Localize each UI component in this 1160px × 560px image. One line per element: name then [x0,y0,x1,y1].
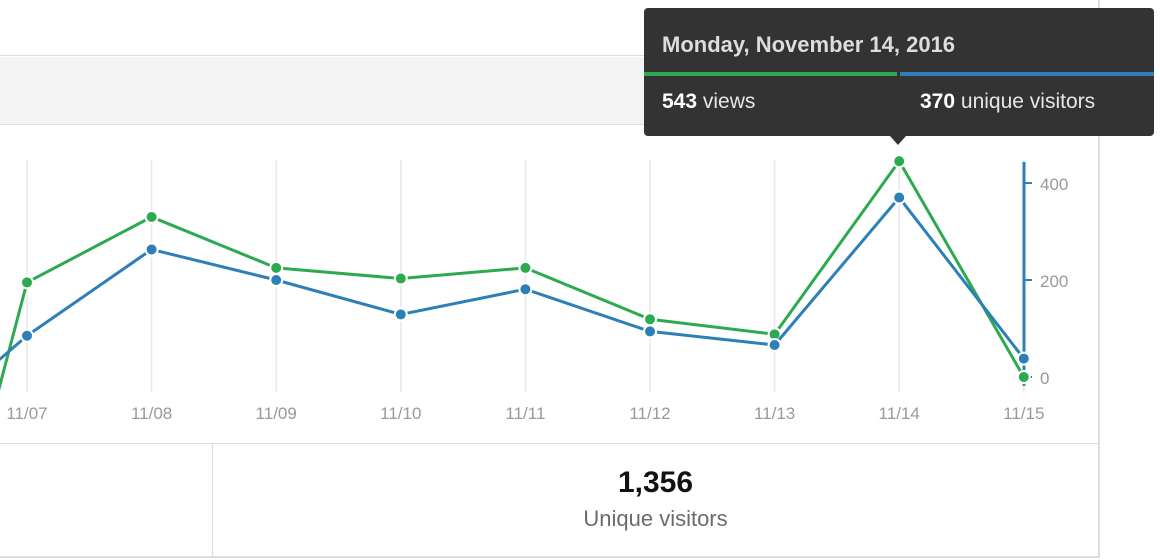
chart-tooltip: Monday, November 14, 2016 543 views 370 … [644,8,1154,136]
data-point [20,328,34,343]
tooltip-views-color-bar [644,72,897,76]
data-point [518,260,533,275]
tooltip-visitors-value: 370 [920,90,956,113]
data-point [393,307,408,322]
stats-summary: 1,356 Unique visitors [0,444,1100,558]
data-point [393,271,408,286]
x-tick-label: 11/11 [505,404,545,423]
series-line [0,196,1025,362]
data-point [1016,351,1031,366]
y-tick-label: 0 [1040,369,1049,388]
data-point [20,275,34,290]
data-point [643,312,657,327]
x-tick-label: 11/14 [879,404,920,423]
x-tick-label: 11/09 [256,404,297,423]
data-point [144,242,159,257]
data-point [892,190,907,205]
tooltip-visitors-color-bar [900,72,1154,76]
data-point [144,209,159,224]
y-tick-label: 200 [1040,272,1068,291]
x-tick-label: 11/15 [1003,404,1044,423]
data-point [892,154,907,169]
stat-value: 1,356 [617,466,694,499]
data-point [767,337,782,352]
x-tick-label: 11/10 [380,404,421,423]
tooltip-date: Monday, November 14, 2016 [662,32,956,57]
tooltip-views-label: views [702,90,756,113]
tooltip-views: 543 views [662,90,755,114]
data-point [518,282,533,297]
tooltip-visitors-label: unique visitors [960,90,1096,113]
data-point [643,324,657,339]
tooltip-visitors: 370 unique visitors [920,90,1095,114]
stat-divider [212,444,213,556]
y-tick-label: 400 [1040,175,1068,194]
data-point [269,260,284,275]
stats-chart[interactable]: 0 200 400 11/07 11/08 11/09 11/10 11/11 11/12 11/… [0,0,1160,444]
stat-unique-visitors[interactable]: 1,356 Unique visitors [213,444,1098,556]
tooltip-views-value: 543 [662,90,698,113]
chart-area [0,126,1100,444]
data-point [1016,370,1031,384]
series-line [0,159,1026,391]
x-tick-label: 11/12 [629,404,670,423]
data-point [269,273,284,287]
tooltip-arrow [890,136,906,145]
stat-label: Unique visitors [583,506,728,531]
x-tick-label: 11/07 [6,404,47,423]
x-tick-label: 11/08 [131,404,172,423]
x-tick-label: 11/13 [754,404,795,423]
